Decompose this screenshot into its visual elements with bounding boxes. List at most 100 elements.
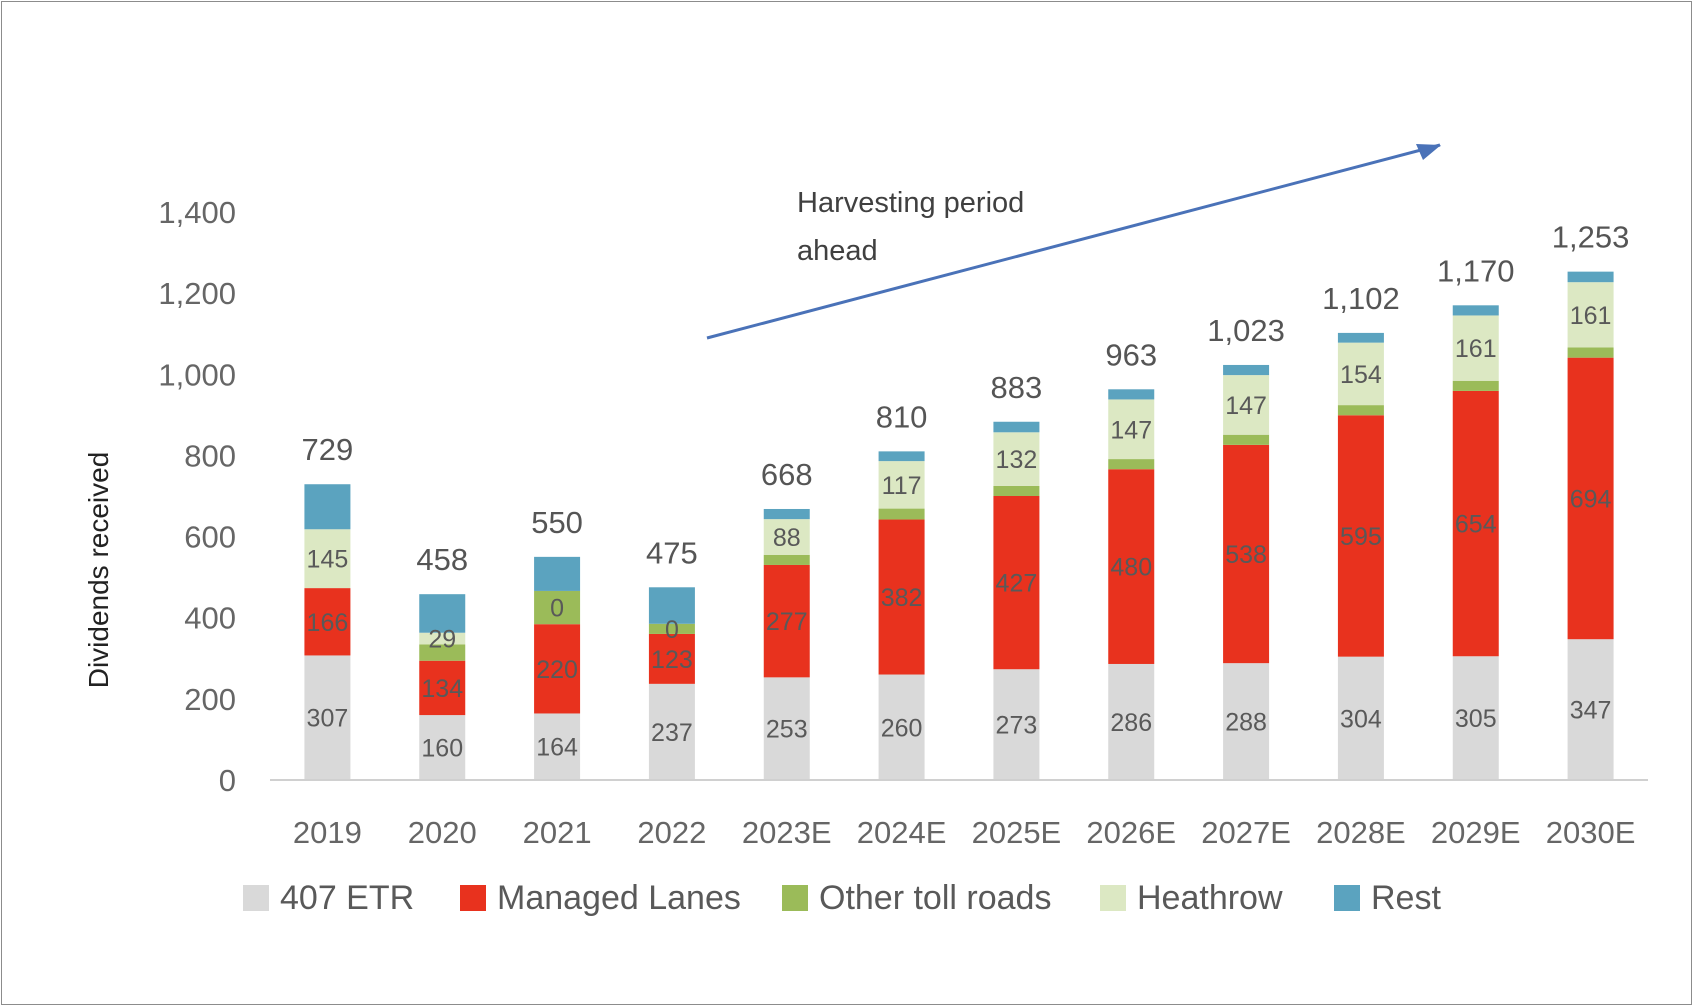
- x-tick-label: 2019: [293, 815, 362, 850]
- total-value-label: 1,023: [1207, 313, 1285, 348]
- segment-value-label: 88: [773, 524, 801, 552]
- total-value-label: 1,102: [1322, 281, 1400, 316]
- segment-value-label: 538: [1225, 541, 1267, 569]
- total-value-label: 458: [416, 542, 468, 577]
- bar-segment: [1223, 434, 1270, 445]
- bar-segment: [534, 713, 581, 780]
- segment-value-label: 117: [882, 472, 922, 500]
- bar-segment: [1108, 399, 1155, 460]
- total-value-label: 810: [876, 399, 928, 434]
- total-value-label: 883: [991, 370, 1043, 405]
- bar-segment: [1567, 639, 1614, 780]
- total-value-label: 729: [302, 432, 354, 467]
- bar-segment: [878, 519, 925, 675]
- bar-segment: [1452, 380, 1499, 391]
- segment-value-label: 595: [1340, 523, 1382, 551]
- bar-segment: [1452, 390, 1499, 657]
- x-tick-label: 2022: [637, 815, 706, 850]
- bar-segment: [1223, 375, 1270, 435]
- bar-segment: [1337, 342, 1384, 406]
- bar-segment: [993, 421, 1040, 433]
- total-value-label: 1,170: [1437, 253, 1515, 288]
- bar-segment: [993, 432, 1040, 486]
- bar-segment: [1337, 656, 1384, 780]
- segment-value-label: 166: [307, 609, 349, 637]
- y-tick-label: 1,400: [158, 195, 236, 230]
- bar-segment: [993, 496, 1040, 670]
- bar-segment: [1567, 347, 1614, 358]
- y-tick-label: 600: [184, 520, 236, 555]
- bar-segment: [648, 587, 695, 624]
- total-value-label: 668: [761, 457, 813, 492]
- y-tick-label: 1,000: [158, 357, 236, 392]
- total-labels-group: 729 458 550 475 668 810 883 963 1,023 1,102 1,170 1…: [302, 220, 1630, 578]
- segment-value-label: 277: [766, 608, 808, 636]
- bar-segment: [534, 590, 581, 625]
- segment-value-label: 273: [996, 712, 1038, 740]
- bar-segment: [878, 674, 925, 780]
- segment-value-label: 307: [307, 705, 349, 733]
- annotation-line2: ahead: [797, 235, 878, 267]
- segment-value-label: 304: [1340, 705, 1382, 733]
- bar-segment: [763, 519, 810, 555]
- segment-value-label: 164: [536, 734, 578, 762]
- legend-swatch: [243, 885, 269, 911]
- x-tick-label: 2030E: [1546, 815, 1636, 850]
- bar-segment: [304, 484, 351, 530]
- bar-segment: [1452, 305, 1499, 316]
- segment-value-label: 480: [1110, 554, 1152, 582]
- legend-swatch: [1100, 885, 1126, 911]
- bar-segment: [534, 556, 581, 591]
- bar-segment: [1452, 656, 1499, 780]
- bar-segment: [419, 632, 466, 645]
- segment-value-label: 29: [428, 626, 456, 654]
- segment-value-label: 305: [1455, 705, 1497, 733]
- bar-segment: [763, 677, 810, 780]
- y-axis: 0 200 400 600 800 1,000 1,200 1,400: [158, 195, 236, 798]
- total-value-label: 475: [646, 535, 698, 570]
- segment-value-label: 288: [1225, 709, 1267, 737]
- bars-group: [304, 271, 1614, 780]
- legend: 407 ETR Managed Lanes Other toll roads Heat…: [243, 879, 1441, 917]
- legend-label: Heathrow: [1137, 879, 1283, 917]
- bar-segment: [1337, 405, 1384, 416]
- segment-value-label: 694: [1570, 485, 1612, 513]
- bar-segment: [1223, 444, 1270, 664]
- x-tick-label: 2024E: [857, 815, 947, 850]
- x-tick-label: 2026E: [1086, 815, 1176, 850]
- bar-segment: [1108, 459, 1155, 470]
- x-tick-label: 2025E: [972, 815, 1062, 850]
- bar-segment: [1567, 357, 1614, 640]
- segment-value-label: 253: [766, 716, 808, 744]
- bar-segment: [993, 485, 1040, 496]
- bar-segment: [419, 594, 466, 633]
- y-tick-label: 0: [219, 763, 236, 798]
- bar-segment: [1108, 663, 1155, 780]
- bar-segment: [1108, 389, 1155, 400]
- bar-segment: [1223, 364, 1270, 376]
- segment-value-label: 161: [1570, 302, 1612, 330]
- bar-segment: [1337, 415, 1384, 657]
- annotation: Harvesting period ahead: [706, 143, 1441, 340]
- x-tick-label: 2023E: [742, 815, 832, 850]
- segment-value-label: 0: [665, 616, 679, 644]
- bar-segment: [648, 623, 695, 634]
- segment-value-label: 145: [307, 546, 349, 574]
- bar-segment: [763, 554, 810, 565]
- bar-segment: [419, 644, 466, 661]
- segment-value-label: 286: [1110, 709, 1152, 737]
- bar-segment: [1223, 663, 1270, 780]
- y-tick-label: 1,200: [158, 276, 236, 311]
- bar-segment: [304, 529, 351, 589]
- x-tick-label: 2020: [408, 815, 477, 850]
- segment-value-label: 0: [550, 595, 564, 623]
- bar-segment: [534, 624, 581, 714]
- trend-arrow: [706, 143, 1441, 340]
- bar-segment: [419, 660, 466, 716]
- segment-value-label: 123: [651, 646, 693, 674]
- legend-label: 407 ETR: [280, 879, 414, 917]
- y-tick-label: 400: [184, 601, 236, 636]
- bar-segment: [648, 683, 695, 780]
